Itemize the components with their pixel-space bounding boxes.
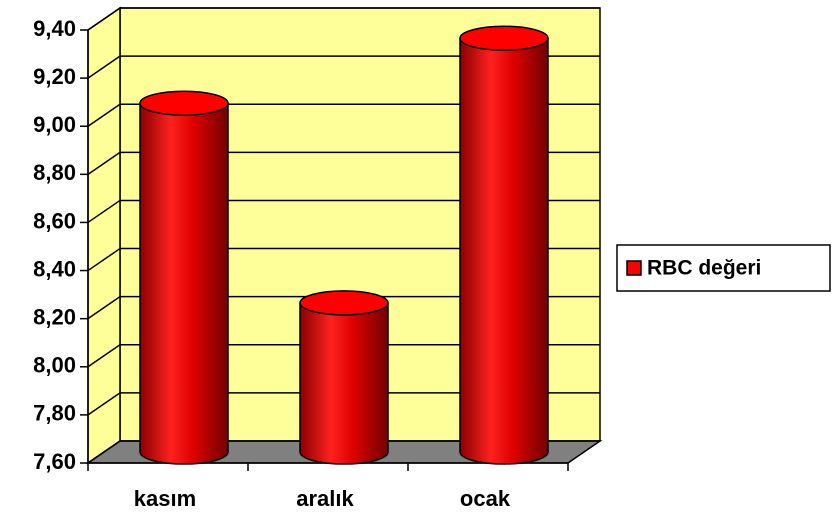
legend-box <box>616 244 831 292</box>
grid-line <box>87 151 121 175</box>
y-tick-label: 8,00 <box>33 353 76 378</box>
x-tick-label: aralık <box>296 486 354 511</box>
y-tick-label: 7,80 <box>33 401 76 426</box>
bar-body <box>140 103 228 452</box>
bar-body <box>460 38 548 452</box>
y-tick-label: 8,40 <box>33 256 76 281</box>
grid-line <box>87 103 121 127</box>
bar-top <box>299 290 389 316</box>
bar <box>299 290 389 465</box>
bar-outline <box>139 103 229 465</box>
grid-line <box>87 440 121 464</box>
bar <box>459 25 549 465</box>
x-tick-label: ocak <box>460 486 511 511</box>
bar-top <box>459 25 549 51</box>
grid-line <box>87 392 121 416</box>
grid-line <box>87 199 121 224</box>
side-wall <box>87 6 121 465</box>
bar-top <box>139 90 229 116</box>
y-tick-label: 9,00 <box>33 112 76 137</box>
grid-line <box>87 344 121 368</box>
legend-label: RBC değeri <box>647 257 761 280</box>
y-tick-label: 9,20 <box>33 64 76 89</box>
x-tick-label: kasım <box>134 486 196 511</box>
grid-line <box>87 296 121 320</box>
grid-line <box>87 7 121 31</box>
bar-body <box>300 302 388 452</box>
y-tick-label: 8,80 <box>33 160 76 185</box>
grid-line <box>87 55 121 79</box>
bar <box>139 90 229 465</box>
grid-line <box>87 247 121 272</box>
y-tick-label: 8,20 <box>33 304 76 329</box>
bar-outline <box>459 38 549 465</box>
bar-outline <box>299 302 389 465</box>
y-tick-label: 9,40 <box>33 16 76 41</box>
y-tick-label: 8,60 <box>33 208 76 233</box>
legend-swatch <box>626 260 642 276</box>
y-tick-label: 7,60 <box>33 449 76 474</box>
